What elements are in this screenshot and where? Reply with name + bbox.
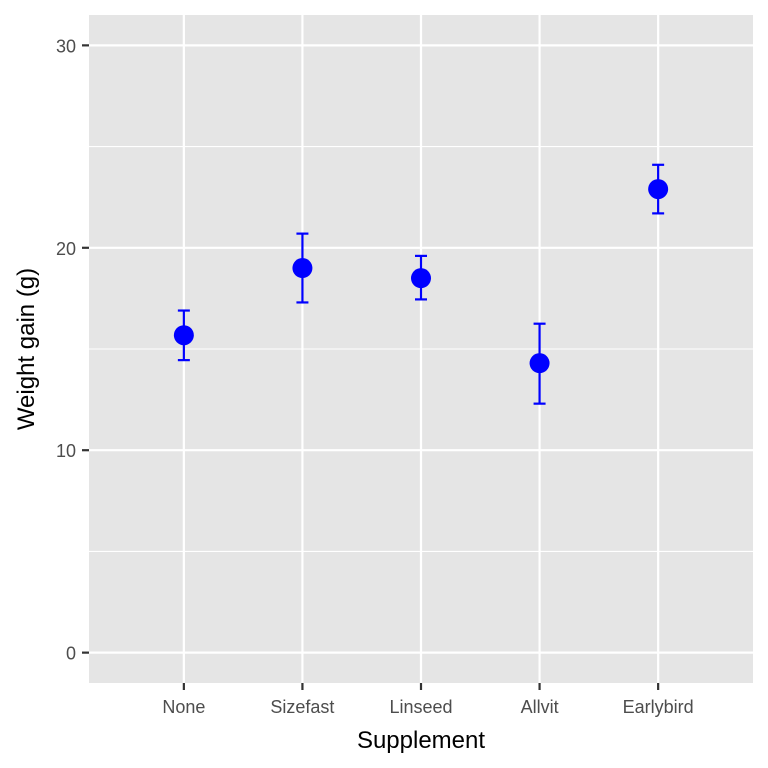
data-point [411,268,431,289]
y-axis: 0 10 20 30 [56,36,89,664]
x-tick-label: Sizefast [270,697,334,717]
y-tick-label: 30 [56,36,76,56]
y-tick-label: 0 [66,644,76,664]
y-tick-label: 10 [56,441,76,461]
data-point [173,325,194,346]
data-point [648,179,669,200]
x-axis: None Sizefast Linseed Allvit Earlybird [162,683,694,717]
x-tick-label: None [162,697,205,717]
x-tick-label: Allvit [521,697,559,717]
data-point [529,353,550,374]
data-point [292,258,313,279]
y-tick-label: 20 [56,239,76,259]
x-axis-title: Supplement [357,727,485,754]
x-tick-label: Linseed [389,697,452,717]
x-tick-label: Earlybird [623,697,694,717]
data-points [173,179,669,374]
y-axis-title: Weight gain (g) [13,268,40,430]
